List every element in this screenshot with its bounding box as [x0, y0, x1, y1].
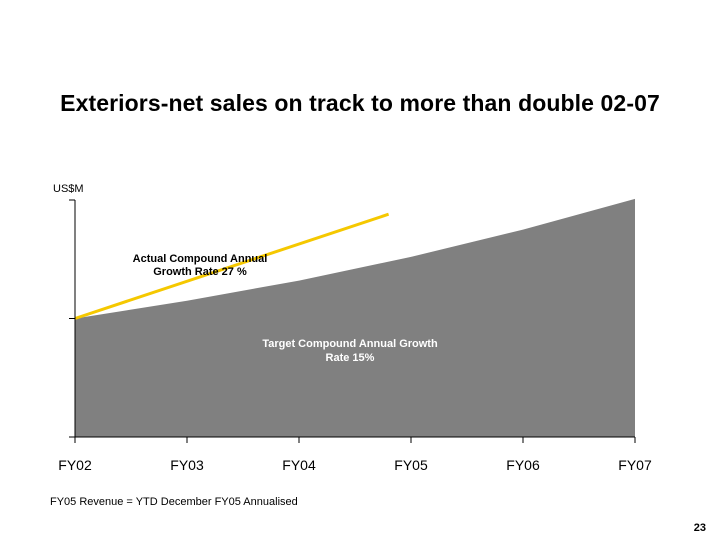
x-tick-label: FY07: [618, 457, 652, 473]
x-tick-label: FY03: [170, 457, 204, 473]
x-tick-label: FY04: [282, 457, 316, 473]
page-number: 23: [693, 522, 706, 534]
chart-annotation-label: Target Compound Annual Growth: [262, 338, 438, 350]
x-tick-label: FY02: [58, 457, 92, 473]
chart-annotation-label: Rate 15%: [326, 352, 375, 364]
target-growth-area: [75, 198, 635, 437]
plot-area: FY02 FY03 FY04 FY05 FY06 FY07 Actual Compound …: [58, 198, 652, 473]
chart-annotation-label: Growth Rate 27 %: [153, 266, 247, 278]
chart-annotation-label: Actual Compound Annual: [133, 253, 268, 265]
footnote: FY05 Revenue = YTD December FY05 Annuali…: [50, 496, 298, 508]
page-title: Exteriors-net sales on track to more tha…: [60, 90, 660, 116]
actual-growth-line: [74, 212, 390, 320]
x-tick-label: FY05: [394, 457, 428, 473]
y-axis-unit-label: US$M: [53, 183, 84, 195]
x-tick-label: FY06: [506, 457, 540, 473]
